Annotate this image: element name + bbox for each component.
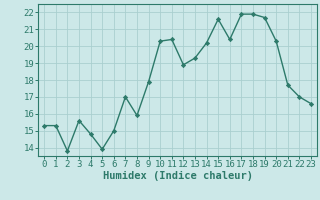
X-axis label: Humidex (Indice chaleur): Humidex (Indice chaleur) [103,171,252,181]
